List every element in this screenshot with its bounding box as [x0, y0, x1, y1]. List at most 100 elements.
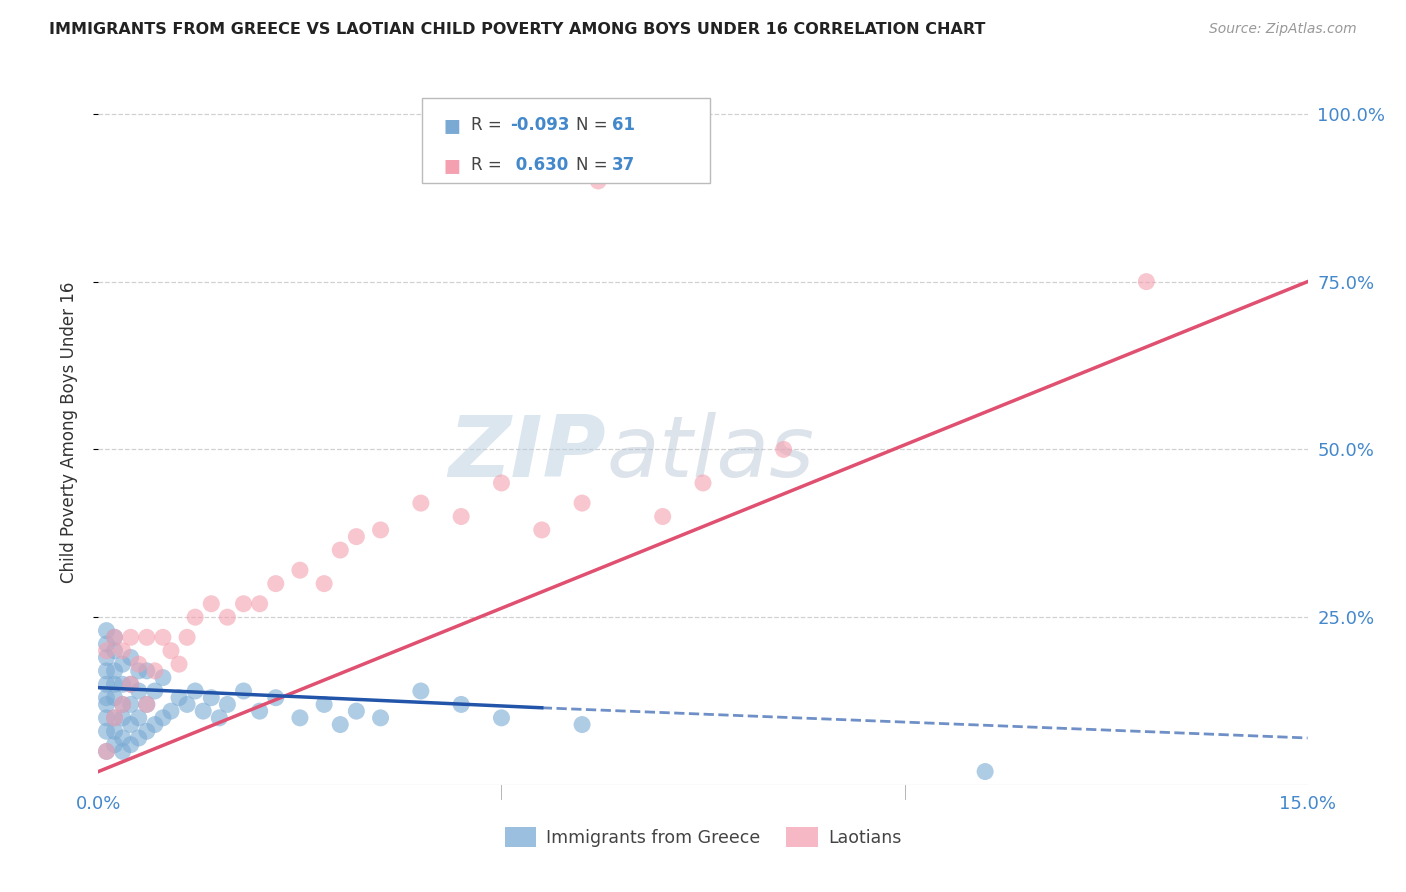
Point — [111, 711, 134, 725]
Point — [120, 677, 142, 691]
Point — [176, 630, 198, 644]
Point — [96, 744, 118, 758]
Point — [120, 677, 142, 691]
Point — [96, 650, 118, 665]
Text: atlas: atlas — [606, 412, 814, 495]
Text: ▪: ▪ — [443, 151, 461, 179]
Point — [184, 610, 207, 624]
Point — [409, 496, 432, 510]
Point — [96, 698, 118, 712]
Point — [96, 724, 118, 739]
Point — [128, 664, 150, 678]
Point — [103, 664, 125, 678]
Point — [96, 690, 118, 705]
Point — [249, 597, 271, 611]
Point — [288, 711, 311, 725]
Point — [329, 717, 352, 731]
Point — [586, 174, 609, 188]
Point — [409, 684, 432, 698]
Point — [120, 630, 142, 644]
Text: N =: N = — [576, 156, 613, 174]
Point — [143, 684, 166, 698]
Point — [200, 597, 222, 611]
Point — [370, 523, 392, 537]
Point — [103, 711, 125, 725]
Point — [103, 630, 125, 644]
Legend: Immigrants from Greece, Laotians: Immigrants from Greece, Laotians — [498, 820, 908, 854]
Point — [692, 475, 714, 490]
Point — [103, 724, 125, 739]
Point — [103, 738, 125, 752]
Point — [160, 704, 183, 718]
Point — [176, 698, 198, 712]
Point — [103, 644, 125, 658]
Text: N =: N = — [576, 116, 613, 134]
Point — [152, 671, 174, 685]
Point — [571, 717, 593, 731]
Point — [249, 704, 271, 718]
Point — [103, 711, 125, 725]
Point — [128, 684, 150, 698]
Point — [264, 690, 287, 705]
Point — [128, 731, 150, 745]
Point — [329, 543, 352, 558]
Text: ZIP: ZIP — [449, 412, 606, 495]
Text: -0.093: -0.093 — [510, 116, 569, 134]
Point — [344, 530, 367, 544]
Point — [264, 576, 287, 591]
Point — [208, 711, 231, 725]
Text: R =: R = — [471, 156, 508, 174]
Point — [314, 576, 336, 591]
Point — [530, 523, 553, 537]
Point — [217, 610, 239, 624]
Point — [111, 698, 134, 712]
Point — [491, 475, 513, 490]
Point — [184, 684, 207, 698]
Point — [344, 704, 367, 718]
Point — [370, 711, 392, 725]
Y-axis label: Child Poverty Among Boys Under 16: Child Poverty Among Boys Under 16 — [59, 282, 77, 583]
Point — [111, 657, 134, 672]
Point — [217, 698, 239, 712]
Point — [96, 677, 118, 691]
Point — [96, 637, 118, 651]
Point — [135, 630, 157, 644]
Point — [651, 509, 673, 524]
Text: 37: 37 — [612, 156, 636, 174]
Point — [288, 563, 311, 577]
Point — [450, 509, 472, 524]
Point — [152, 630, 174, 644]
Point — [96, 711, 118, 725]
Point — [96, 744, 118, 758]
Point — [974, 764, 997, 779]
Point — [120, 717, 142, 731]
Point — [103, 630, 125, 644]
Point — [120, 738, 142, 752]
Point — [111, 698, 134, 712]
Point — [152, 711, 174, 725]
Point — [120, 650, 142, 665]
Point — [200, 690, 222, 705]
Point — [314, 698, 336, 712]
Point — [143, 717, 166, 731]
Point — [232, 597, 254, 611]
Point — [111, 644, 134, 658]
Point — [111, 677, 134, 691]
Point — [193, 704, 215, 718]
Point — [120, 698, 142, 712]
Point — [128, 711, 150, 725]
Point — [128, 657, 150, 672]
Text: Source: ZipAtlas.com: Source: ZipAtlas.com — [1209, 22, 1357, 37]
Text: 61: 61 — [612, 116, 634, 134]
Point — [135, 698, 157, 712]
Point — [160, 644, 183, 658]
Point — [167, 690, 190, 705]
Text: ▪: ▪ — [443, 111, 461, 139]
Text: IMMIGRANTS FROM GREECE VS LAOTIAN CHILD POVERTY AMONG BOYS UNDER 16 CORRELATION : IMMIGRANTS FROM GREECE VS LAOTIAN CHILD … — [49, 22, 986, 37]
Text: 0.630: 0.630 — [510, 156, 568, 174]
Point — [450, 698, 472, 712]
Point — [571, 496, 593, 510]
Point — [103, 677, 125, 691]
Point — [135, 724, 157, 739]
Point — [1135, 275, 1157, 289]
